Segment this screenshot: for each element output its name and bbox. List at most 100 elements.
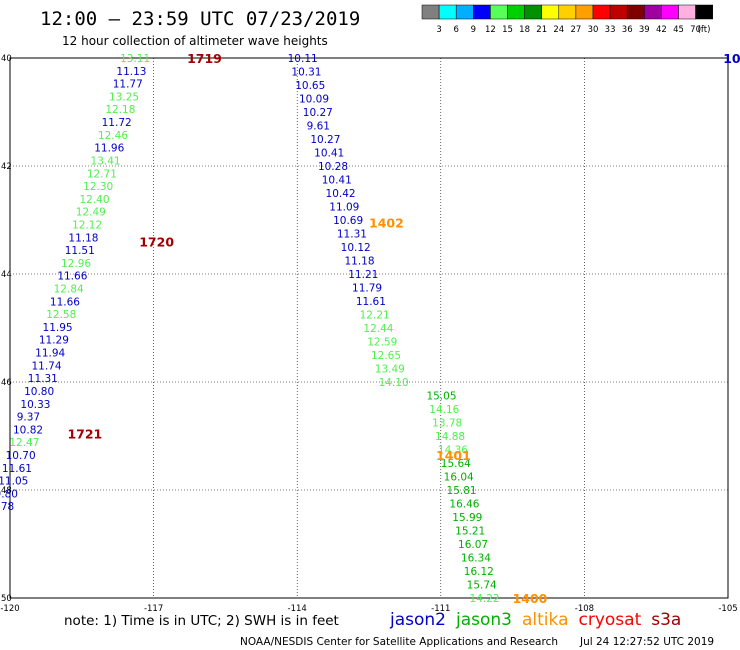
wave-height-value: 11.18	[68, 232, 98, 244]
colorbar-tick-label: 30	[588, 25, 599, 35]
colorbar-tick-label: 70	[690, 25, 701, 35]
wave-height-value: 11.09	[329, 202, 359, 214]
wave-height-value: 16.07	[458, 539, 488, 551]
colorbar-tick-label: 3	[436, 25, 441, 35]
wave-height-value: 10.27	[310, 134, 340, 146]
lat-tick-label: 44	[1, 270, 12, 280]
footer-note: note: 1) Time is in UTC; 2) SWH is in fe…	[64, 613, 339, 629]
colorbar-unit: (ft)	[698, 25, 711, 35]
wave-height-value: 14.36	[438, 445, 468, 457]
colorbar-swatch	[455, 4, 474, 20]
legend-s3a: s3a	[651, 610, 681, 630]
track-time-label: 1719	[187, 51, 222, 66]
wave-height-value: 10.65	[295, 80, 325, 92]
wave-height-value: 9.37	[17, 412, 40, 424]
wave-height-value: 12.30	[83, 181, 113, 193]
wave-height-value: 11.96	[94, 143, 124, 155]
wave-height-value: 10.42	[326, 188, 356, 200]
lon-tick-label: -105	[718, 604, 737, 614]
wave-height-value: 10.12	[341, 242, 371, 254]
colorbar-tick-label: 27	[570, 25, 581, 35]
lat-tick-label: 46	[1, 378, 12, 388]
wave-height-value: 10.33	[20, 399, 50, 411]
colorbar-swatch	[438, 4, 457, 20]
colorbar-tick-label: 6	[453, 25, 458, 35]
lon-tick-label: -108	[575, 604, 594, 614]
track-time-label: 10	[723, 51, 740, 66]
lat-tick-label: 50	[1, 594, 12, 604]
legend-cryosat: cryosat	[579, 610, 642, 630]
wave-height-value: 12.65	[371, 350, 401, 362]
wave-height-value: 12.40	[79, 194, 109, 206]
lon-tick-label: -117	[144, 604, 163, 614]
wave-height-value: 12.21	[360, 310, 390, 322]
wave-height-value: 10.82	[13, 424, 43, 436]
colorbar-swatch	[524, 4, 542, 20]
wave-height-value: 9.78	[0, 501, 14, 513]
wave-height-value: 12.59	[367, 337, 397, 349]
wave-height-value: 11.72	[102, 117, 132, 129]
wave-height-value: 15.21	[455, 526, 485, 538]
wave-height-value: 11.66	[57, 271, 87, 283]
footer-timestamp: Jul 24 12:27:52 UTC 2019	[579, 636, 714, 648]
colorbar-tick-label: 24	[553, 25, 564, 35]
colorbar-tick-label: 9	[471, 25, 476, 35]
track-1719: 13.1111.1311.7713.2512.1811.7212.4611.96…	[0, 53, 150, 513]
map-subtitle: 12 hour collection of altimeter wave hei…	[62, 34, 328, 48]
wave-height-value: 12.47	[9, 437, 39, 449]
wave-height-value: 14.88	[435, 431, 465, 443]
wave-height-value: 12.84	[54, 284, 84, 296]
wave-height-value: 10.80	[24, 386, 54, 398]
colorbar-swatch	[609, 4, 628, 20]
wave-height-value: 10.27	[303, 107, 333, 119]
legend-jason2: jason2	[389, 610, 446, 630]
colorbar-tick-label: 12	[485, 25, 496, 35]
lat-tick-label: 42	[1, 162, 12, 172]
colorbar-tick-label: 36	[622, 25, 633, 35]
wave-height-value: 15.99	[452, 512, 482, 524]
wave-height-value: 12.18	[105, 104, 135, 116]
colorbar-swatch	[541, 4, 560, 20]
colorbar-tick-label: 42	[656, 25, 667, 35]
wave-height-value: 11.61	[2, 463, 32, 475]
wave-height-value: 11.05	[0, 476, 28, 488]
wave-height-value: 12.71	[87, 168, 117, 180]
wave-height-value: 15.05	[426, 391, 456, 403]
wave-height-value: 12.12	[72, 219, 102, 231]
colorbar-swatch	[661, 4, 679, 20]
wave-height-value: 11.31	[28, 373, 58, 385]
wave-height-value: 10.11	[288, 53, 318, 65]
wave-height-value: 16.12	[464, 566, 494, 578]
lat-tick-label: 48	[1, 486, 12, 496]
wave-height-value: 14.22	[470, 593, 500, 605]
track-time-label: 1721	[67, 426, 102, 441]
wave-height-value: 9.80	[0, 488, 18, 500]
wave-height-value: 10.41	[314, 148, 344, 160]
colorbar-swatch	[575, 4, 594, 20]
wave-height-value: 11.95	[43, 322, 73, 334]
wave-height-value: 12.46	[98, 130, 128, 142]
wave-height-value: 11.94	[35, 348, 65, 360]
graticule	[10, 58, 728, 598]
wave-height-value: 14.10	[379, 377, 409, 389]
wave-height-value: 11.74	[31, 360, 61, 372]
wave-height-value: 11.77	[113, 79, 143, 91]
wave-height-value: 11.13	[116, 66, 146, 78]
colorbar-swatch	[473, 4, 491, 20]
colorbar-swatch	[626, 4, 645, 20]
wave-height-value: 11.79	[352, 283, 382, 295]
axis-tick-labels: -120 -117 -114 -111 -108 -105 40 42 44 46 48 50	[0, 54, 737, 614]
wave-height-value: 11.21	[348, 269, 378, 281]
wave-height-value: 11.31	[337, 229, 367, 241]
colorbar-swatch	[507, 4, 525, 20]
wave-height-value: 11.66	[50, 296, 80, 308]
colorbar-swatch	[421, 4, 440, 20]
wave-height-value: 16.46	[449, 499, 479, 511]
colorbar-swatch	[644, 4, 662, 20]
wave-height-value: 15.81	[447, 485, 477, 497]
legend-jason3: jason3	[455, 610, 512, 630]
lon-tick-label: -114	[288, 604, 307, 614]
footer-credit: NOAA/NESDIS Center for Satellite Applica…	[240, 636, 558, 648]
